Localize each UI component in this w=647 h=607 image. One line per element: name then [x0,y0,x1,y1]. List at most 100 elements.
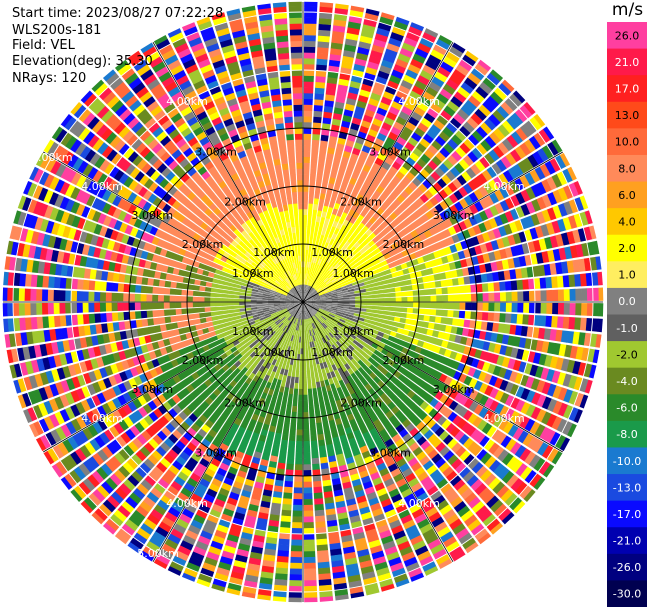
gate [499,313,506,323]
gate [443,376,453,386]
gate [532,439,544,453]
gate [328,258,334,265]
gate [332,319,339,325]
gate [349,351,357,359]
gate [358,317,365,322]
gate [130,454,143,466]
gate [314,503,325,511]
gate [357,343,365,350]
gate [494,402,505,415]
gate [394,286,402,292]
gate [73,485,87,500]
gate [210,458,221,468]
gate [431,330,440,338]
gate [385,273,393,280]
gate [352,348,360,356]
gate [303,464,312,471]
gate [305,313,308,320]
gate [281,309,288,313]
gate [18,303,25,316]
gate [307,294,313,299]
gate [280,521,291,529]
gate [303,232,307,239]
gate [479,198,489,210]
gate [249,418,257,427]
gate [318,29,331,37]
gate [90,258,99,269]
gate [303,116,312,123]
gate [334,316,341,321]
gate [479,330,487,340]
gate [210,311,218,317]
gate [311,256,315,263]
gate [233,375,241,384]
gate [366,305,373,310]
gate [93,291,101,302]
gate [204,396,214,406]
gate [308,400,314,407]
gate [154,419,165,430]
gate [243,389,251,398]
gate [110,439,123,452]
gate [499,186,510,199]
gate [419,69,433,81]
gate [335,333,342,339]
gate [511,131,524,145]
gate [286,346,291,353]
gate [326,152,334,161]
gate [340,365,348,373]
gate [353,141,363,151]
gate [361,261,369,267]
gate [326,408,333,416]
gate [401,302,408,308]
gate [200,339,208,347]
gate [520,466,533,481]
gate [325,158,333,166]
gate [134,311,142,319]
ray-67 [181,302,303,582]
gate [347,228,355,237]
gate [419,555,434,567]
gate [336,209,343,218]
gate [456,174,467,186]
gate [195,540,209,551]
ray-34 [303,302,597,379]
gate [420,203,430,213]
gate [422,560,437,573]
gate [215,302,222,307]
gate [307,220,312,227]
gate [265,412,273,420]
gate [247,318,255,323]
gate [407,214,416,224]
gate [325,327,331,334]
gate [366,339,374,347]
gate [244,369,252,378]
gate [539,426,551,441]
gate [140,344,149,354]
gate [313,269,318,276]
gate [422,415,433,425]
gate [268,519,280,528]
gate [322,235,328,243]
gate [227,302,234,306]
gate [486,272,494,282]
gate [80,500,93,514]
gate [18,288,25,301]
gate [260,345,267,352]
gate [336,374,343,382]
gate [466,474,479,487]
gate [395,578,410,588]
gate [159,457,171,469]
gate [262,305,269,309]
gate [307,294,313,299]
gate [340,372,347,380]
gate [453,310,460,318]
gate [37,402,49,417]
gate [139,462,151,475]
gate [337,303,344,307]
gate [282,498,292,505]
gate [303,400,309,407]
gate [538,128,551,144]
gate [474,432,486,444]
gate [353,287,360,291]
